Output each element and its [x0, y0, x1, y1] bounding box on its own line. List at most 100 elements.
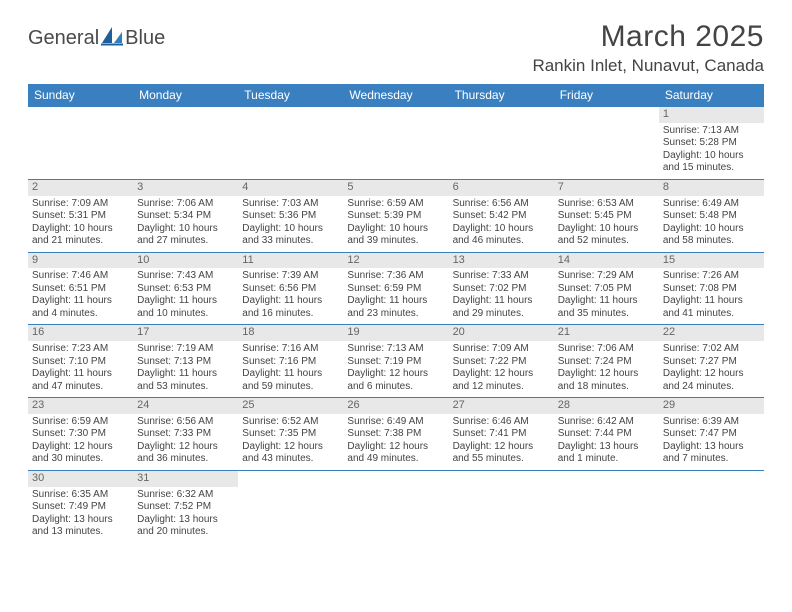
sunrise-text: Sunrise: 7:09 AM [32, 198, 129, 211]
calendar-cell: 28Sunrise: 6:42 AMSunset: 7:44 PMDayligh… [554, 398, 659, 471]
sunrise-text: Sunrise: 7:03 AM [242, 198, 339, 211]
sunrise-text: Sunrise: 7:06 AM [137, 198, 234, 211]
calendar-cell: 5 Sunrise: 6:59 AMSunset: 5:39 PMDaylight… [343, 179, 448, 252]
sunset-text: Sunset: 5:45 PM [558, 210, 655, 223]
daylight-text: Daylight: 12 hours and 55 minutes. [453, 441, 550, 466]
day-number: 24 [133, 398, 238, 414]
calendar-week-row: 1Sunrise: 7:13 AMSunset: 5:28 PMDaylight… [28, 107, 764, 180]
calendar-week-row: 30Sunrise: 6:35 AMSunset: 7:49 PMDayligh… [28, 470, 764, 542]
calendar-cell [343, 107, 448, 180]
sunset-text: Sunset: 5:34 PM [137, 210, 234, 223]
calendar-week-row: 2Sunrise: 7:09 AMSunset: 5:31 PMDaylight… [28, 179, 764, 252]
calendar-body: 1Sunrise: 7:13 AMSunset: 5:28 PMDaylight… [28, 107, 764, 543]
sunset-text: Sunset: 5:42 PM [453, 210, 550, 223]
sunrise-text: Sunrise: 7:19 AM [137, 343, 234, 356]
sunrise-text: Sunrise: 6:39 AM [663, 416, 760, 429]
month-title: March 2025 [532, 20, 764, 54]
daylight-text: Daylight: 11 hours and 53 minutes. [137, 368, 234, 393]
sunset-text: Sunset: 7:33 PM [137, 428, 234, 441]
calendar-cell: 12Sunrise: 7:36 AMSunset: 6:59 PMDayligh… [343, 252, 448, 325]
daylight-text: Daylight: 12 hours and 12 minutes. [453, 368, 550, 393]
weekday-header: Monday [133, 84, 238, 107]
weekday-header: Thursday [449, 84, 554, 107]
day-number: 5 [343, 180, 448, 196]
sunset-text: Sunset: 7:24 PM [558, 356, 655, 369]
day-number: 18 [238, 325, 343, 341]
sunset-text: Sunset: 7:47 PM [663, 428, 760, 441]
calendar-page: General Blue March 2025 Rankin Inlet, Nu… [0, 0, 792, 563]
sunrise-text: Sunrise: 7:36 AM [347, 270, 444, 283]
daylight-text: Daylight: 11 hours and 29 minutes. [453, 295, 550, 320]
calendar-cell: 18Sunrise: 7:16 AMSunset: 7:16 PMDayligh… [238, 325, 343, 398]
sunrise-text: Sunrise: 6:46 AM [453, 416, 550, 429]
sunrise-text: Sunrise: 6:56 AM [137, 416, 234, 429]
daylight-text: Daylight: 13 hours and 13 minutes. [32, 514, 129, 539]
day-number: 2 [28, 180, 133, 196]
sunrise-text: Sunrise: 6:52 AM [242, 416, 339, 429]
calendar-cell: 16Sunrise: 7:23 AMSunset: 7:10 PMDayligh… [28, 325, 133, 398]
day-number: 27 [449, 398, 554, 414]
calendar-cell: 6Sunrise: 6:56 AMSunset: 5:42 PMDaylight… [449, 179, 554, 252]
calendar-cell: 3 Sunrise: 7:06 AMSunset: 5:34 PMDaylight… [133, 179, 238, 252]
day-number: 21 [554, 325, 659, 341]
day-number: 26 [343, 398, 448, 414]
sunrise-text: Sunrise: 6:49 AM [347, 416, 444, 429]
calendar-cell [238, 107, 343, 180]
day-number: 31 [133, 471, 238, 487]
logo: General Blue [28, 20, 165, 51]
sunrise-text: Sunrise: 7:43 AM [137, 270, 234, 283]
weekday-header: Friday [554, 84, 659, 107]
sunrise-text: Sunrise: 6:59 AM [32, 416, 129, 429]
sunset-text: Sunset: 5:28 PM [663, 137, 760, 150]
sunset-text: Sunset: 5:39 PM [347, 210, 444, 223]
sunrise-text: Sunrise: 6:35 AM [32, 489, 129, 502]
calendar-cell [343, 470, 448, 542]
day-number: 15 [659, 253, 764, 269]
sunrise-text: Sunrise: 6:53 AM [558, 198, 655, 211]
calendar-header-row: Sunday Monday Tuesday Wednesday Thursday… [28, 84, 764, 107]
calendar-cell [449, 470, 554, 542]
sunrise-text: Sunrise: 6:59 AM [347, 198, 444, 211]
sunset-text: Sunset: 7:41 PM [453, 428, 550, 441]
calendar-cell: 7Sunrise: 6:53 AMSunset: 5:45 PMDaylight… [554, 179, 659, 252]
calendar-cell: 23Sunrise: 6:59 AMSunset: 7:30 PMDayligh… [28, 398, 133, 471]
sunrise-text: Sunrise: 6:42 AM [558, 416, 655, 429]
calendar-week-row: 9Sunrise: 7:46 AMSunset: 6:51 PMDaylight… [28, 252, 764, 325]
sunrise-text: Sunrise: 7:23 AM [32, 343, 129, 356]
day-number: 12 [343, 253, 448, 269]
sunset-text: Sunset: 7:38 PM [347, 428, 444, 441]
sunrise-text: Sunrise: 7:29 AM [558, 270, 655, 283]
daylight-text: Daylight: 10 hours and 15 minutes. [663, 150, 760, 175]
day-number: 19 [343, 325, 448, 341]
weekday-header: Saturday [659, 84, 764, 107]
sunrise-text: Sunrise: 6:32 AM [137, 489, 234, 502]
sunset-text: Sunset: 7:19 PM [347, 356, 444, 369]
calendar-cell: 20Sunrise: 7:09 AMSunset: 7:22 PMDayligh… [449, 325, 554, 398]
calendar-cell: 11Sunrise: 7:39 AMSunset: 6:56 PMDayligh… [238, 252, 343, 325]
calendar-cell: 10Sunrise: 7:43 AMSunset: 6:53 PMDayligh… [133, 252, 238, 325]
location-label: Rankin Inlet, Nunavut, Canada [532, 56, 764, 76]
day-number: 20 [449, 325, 554, 341]
day-number: 3 [133, 180, 238, 196]
weekday-header: Sunday [28, 84, 133, 107]
calendar-cell: 21Sunrise: 7:06 AMSunset: 7:24 PMDayligh… [554, 325, 659, 398]
daylight-text: Daylight: 11 hours and 41 minutes. [663, 295, 760, 320]
daylight-text: Daylight: 12 hours and 24 minutes. [663, 368, 760, 393]
sunrise-text: Sunrise: 7:09 AM [453, 343, 550, 356]
sunrise-text: Sunrise: 7:13 AM [663, 125, 760, 138]
calendar-cell: 8Sunrise: 6:49 AMSunset: 5:48 PMDaylight… [659, 179, 764, 252]
calendar-cell: 9Sunrise: 7:46 AMSunset: 6:51 PMDaylight… [28, 252, 133, 325]
day-number: 14 [554, 253, 659, 269]
sail-icon [101, 26, 123, 51]
daylight-text: Daylight: 11 hours and 59 minutes. [242, 368, 339, 393]
sunset-text: Sunset: 7:35 PM [242, 428, 339, 441]
sunset-text: Sunset: 7:52 PM [137, 501, 234, 514]
calendar-cell: 14Sunrise: 7:29 AMSunset: 7:05 PMDayligh… [554, 252, 659, 325]
daylight-text: Daylight: 10 hours and 27 minutes. [137, 223, 234, 248]
calendar-cell: 1Sunrise: 7:13 AMSunset: 5:28 PMDaylight… [659, 107, 764, 180]
daylight-text: Daylight: 10 hours and 39 minutes. [347, 223, 444, 248]
daylight-text: Daylight: 12 hours and 49 minutes. [347, 441, 444, 466]
daylight-text: Daylight: 13 hours and 20 minutes. [137, 514, 234, 539]
daylight-text: Daylight: 10 hours and 58 minutes. [663, 223, 760, 248]
sunrise-text: Sunrise: 7:39 AM [242, 270, 339, 283]
